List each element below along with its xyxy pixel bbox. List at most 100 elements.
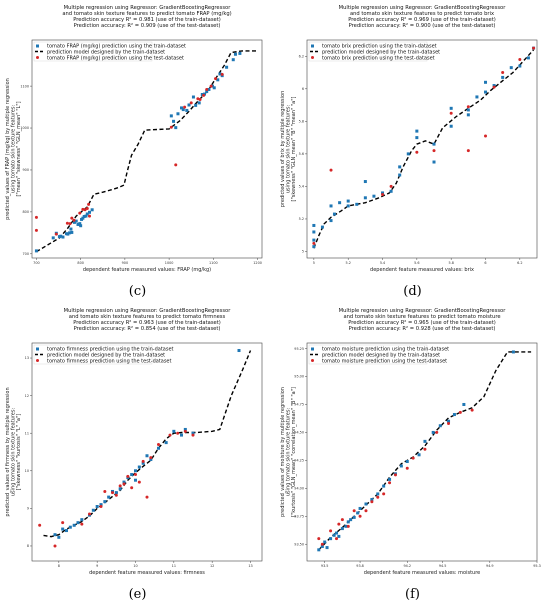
train-point [191, 95, 195, 99]
train-point [238, 51, 242, 55]
train-point [344, 524, 348, 528]
legend-entry: tomato moisture prediction using the tes… [322, 359, 447, 365]
test-point [432, 149, 436, 153]
x-tick-label: 1100 [209, 261, 218, 265]
chart-c-frap: Multiple regression using Regressor: Gra… [5, 5, 263, 273]
test-point [68, 222, 72, 226]
legend-train-marker [311, 347, 314, 351]
test-point [470, 408, 474, 412]
chart-title-line: Prediction accuracy: R² = 0.928 (use of … [349, 326, 496, 332]
x-tick-label: 94.2 [403, 564, 411, 568]
test-point [88, 512, 91, 516]
train-point [197, 101, 201, 105]
panel-f: Multiple regression using Regressor: Gra… [275, 303, 550, 606]
legend-box [308, 41, 428, 62]
test-point [83, 208, 87, 212]
train-point [431, 430, 435, 434]
train-point [72, 523, 76, 527]
x-tick-label: 6.2 [517, 261, 522, 265]
test-point [466, 149, 470, 153]
test-point [111, 491, 114, 495]
train-point [231, 58, 235, 62]
x-axis-label: dependent feature measured values: firmn… [89, 570, 205, 576]
train-point [68, 525, 72, 529]
y-axis-label-line: predicted values of brix by multiple reg… [280, 91, 286, 208]
train-point [134, 478, 137, 482]
train-point [312, 238, 316, 242]
train-point [346, 520, 350, 524]
train-point [172, 119, 176, 123]
train-point [53, 533, 57, 537]
y-tick-label: 900 [23, 168, 29, 172]
y-axis-label-line: predicted_values of FRAP (mg/kg) by mult… [5, 78, 11, 220]
train-point [312, 230, 316, 234]
x-tick-label: 900 [122, 261, 128, 265]
train-point [332, 533, 336, 537]
test-point [169, 125, 173, 129]
plot-frame [306, 39, 538, 259]
legend-test-marker [311, 359, 314, 362]
chart-title-line: and tomato skin texture features to pred… [62, 11, 231, 17]
panel-d: Multiple regression using Regressor: Gra… [275, 0, 550, 303]
test-point [337, 522, 341, 526]
test-point [183, 105, 187, 109]
train-point [134, 469, 137, 473]
train-point [216, 78, 220, 82]
test-point [126, 474, 130, 478]
test-point [449, 111, 453, 115]
train-point [415, 136, 419, 140]
train-point [68, 231, 72, 235]
legend-test-marker [311, 56, 314, 59]
y-axis-label-line: using tomato skin texture features: [11, 408, 17, 497]
test-point [189, 101, 193, 105]
train-point [183, 427, 187, 431]
train-point [340, 527, 344, 531]
x-tick-label: 800 [77, 261, 83, 265]
y-tick-label: 1000 [20, 126, 29, 130]
y-axis-label-line: ["mean" "skewness" "GLN_mean" "L"] [16, 101, 22, 196]
test-point [376, 495, 380, 499]
test-point [198, 98, 202, 102]
test-point [209, 84, 213, 88]
train-point [70, 230, 74, 234]
test-point [358, 514, 362, 518]
test-point [65, 221, 69, 225]
model-line [313, 49, 535, 249]
train-point [320, 225, 324, 229]
chart-title-line: Multiple regression using Regressor: Gra… [64, 5, 232, 11]
train-point [382, 484, 386, 488]
test-point [118, 484, 122, 488]
legend-entry: tomato brix prediction using the train-d… [322, 44, 437, 50]
x-tick-label: 5.8 [448, 261, 453, 265]
y-tick-label: 95.00 [294, 375, 304, 379]
y-axis-label-line: using tomato skin texture features: [286, 105, 292, 194]
train-point [103, 500, 107, 504]
legend-train-marker [36, 347, 39, 351]
y-tick-label: 700 [23, 252, 29, 256]
chart-title-line: and tomato skin texture features to pred… [350, 11, 494, 17]
test-point [501, 71, 505, 75]
test-point [381, 193, 385, 197]
x-tick-label: 13 [248, 564, 252, 568]
train-point [172, 429, 176, 433]
y-tick-label: 5 [302, 250, 304, 254]
train-point [466, 108, 470, 112]
test-point [88, 214, 91, 218]
train-point [492, 84, 496, 88]
legend-entry: prediction model designed by the train-d… [47, 353, 165, 359]
y-tick-label: 94.75 [294, 403, 304, 407]
x-tick-label: 10 [133, 564, 137, 568]
panel-label-e: (e) [128, 587, 147, 602]
panel-c: Multiple regression using Regressor: Gra… [0, 0, 275, 303]
test-point [145, 495, 149, 499]
test-point [174, 163, 178, 167]
test-point [458, 410, 462, 414]
test-point [405, 466, 409, 470]
x-tick-label: 94.5 [439, 564, 447, 568]
plot-frame [306, 342, 538, 562]
y-tick-label: 9 [27, 507, 29, 511]
chart-title-line: Prediction accuracy R² = 0.965 (use of t… [348, 320, 496, 326]
train-point [203, 92, 206, 96]
test-point [447, 421, 451, 425]
legend-train-marker [311, 44, 314, 48]
